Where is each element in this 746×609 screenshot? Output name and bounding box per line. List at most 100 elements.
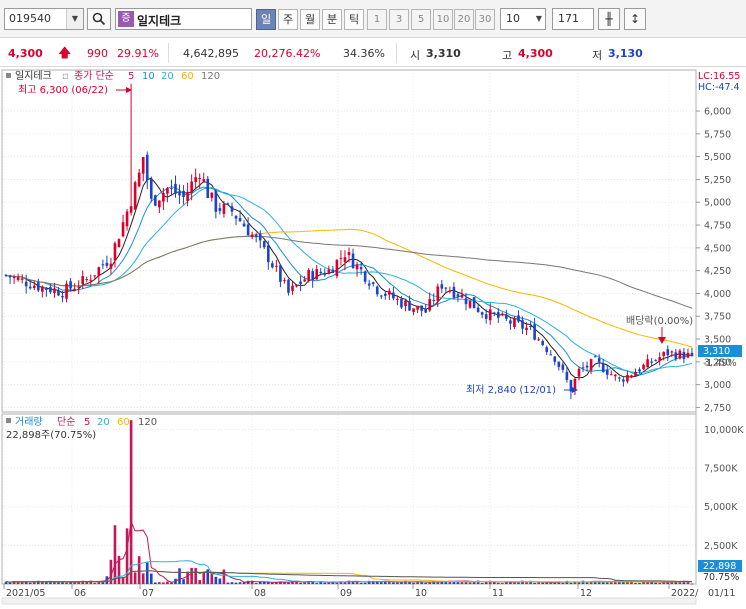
candle-body [238,218,242,222]
period-week-button[interactable]: 주 [278,9,298,30]
candle-body [525,327,528,331]
volume-bar [614,580,617,584]
volume-bar [266,582,270,584]
candle-body [581,367,585,369]
price-change-pct: 29.91% [117,47,159,60]
volume-bar [654,582,657,584]
stock-name-box[interactable]: 증 일지테크 [115,8,252,30]
candle-body [561,364,565,370]
volume-bar [250,580,254,584]
candle-body [36,282,40,291]
volume-y-tick: 2,500K [704,541,738,552]
interval-3-button[interactable]: 3 [389,9,409,30]
vol-ma20-legend: 20 [97,417,110,428]
candle-body [573,378,577,391]
current-pct-text: -1.49% [703,358,737,369]
volume-bar [226,582,230,584]
volume-bar [589,581,593,584]
interval-20-button[interactable]: 20 [454,9,474,30]
volume-bar [488,580,492,584]
candle-body [109,263,113,269]
candle-body [49,287,52,293]
candle-body [363,271,367,282]
low-label: 저 [592,49,603,62]
data-count-input[interactable]: 171 [552,8,594,30]
candle-body [468,300,472,308]
volume-bar [65,582,68,584]
volume-bar [166,581,169,584]
volume-bar [492,581,496,584]
volume-bar [609,581,613,584]
candle-body [646,359,649,368]
candle-body [186,191,189,201]
chart-svg[interactable]: 6,000 5,750 5,500 5,250 5,000 4,750 4,500 4,250… [0,68,746,606]
volume-bar [69,581,72,584]
period-month-button[interactable]: 월 [300,9,320,30]
candle-body [262,241,266,248]
volume-bar [85,581,89,584]
count-select[interactable]: 10 ▼ [500,8,546,30]
current-volume-text: 22,898주(70.75%) [6,430,96,441]
vertical-scale-button[interactable]: ↕ [624,8,646,30]
volume-bar [484,581,488,584]
chart-scrollbar[interactable] [1,597,697,605]
chevron-down-icon[interactable]: ▼ [66,9,83,29]
high-label: 고 [502,49,513,62]
volume-bar [444,581,448,584]
candle-body [287,279,290,293]
volume-bar [32,581,36,584]
volume-bar [319,581,323,584]
price-y-tick: 3,500 [704,335,731,346]
volume-bar [577,582,581,584]
candle-body [105,262,109,266]
volume-bar [561,583,565,584]
candle-body [404,300,407,307]
price-y-tick: 5,500 [704,152,731,163]
volume-bar [287,582,290,584]
volume-bar [428,582,432,584]
volume-bar [355,582,359,584]
price-y-tick: 5,250 [704,175,731,186]
stock-code-input[interactable]: 019540 [4,8,84,30]
volume-bar [4,581,8,584]
volume-bar [170,582,173,584]
data-count-value: 171 [558,12,579,25]
volume-bar [254,583,258,584]
candle-body [271,263,274,268]
candle-body [496,312,500,318]
interval-1-button[interactable]: 1 [367,9,387,30]
candle-body [650,361,653,363]
interval-5-button[interactable]: 5 [411,9,431,30]
candle-body [658,357,662,361]
volume-bar [605,582,609,584]
interval-10-button[interactable]: 10 [433,9,453,30]
candle-body [371,282,375,284]
stock-name: 일지테크 [137,14,182,28]
search-button[interactable] [87,8,111,30]
candle-body [283,280,286,282]
volume-bar [77,581,80,584]
volume-bar [537,582,540,584]
volume-bar [262,581,266,584]
candle-body [436,286,440,302]
volume-bar [327,582,331,584]
candle-body [275,265,278,267]
period-minute-button[interactable]: 분 [322,9,342,30]
volume-bar [597,581,601,584]
candle-type-button[interactable]: ╫ [598,8,620,30]
candle-body [432,299,436,301]
volume-bar [154,582,157,584]
candle-body [266,245,270,263]
volume-bar [101,580,105,584]
volume-bar [412,582,415,584]
stock-chart[interactable]: 6,000 5,750 5,500 5,250 5,000 4,750 4,500 4,250… [0,68,746,606]
candle-body [166,188,169,194]
candle-body [331,269,335,273]
interval-30-button[interactable]: 30 [475,9,495,30]
x-axis-label: 12 [580,588,592,599]
candle-body [464,298,468,305]
volume-bar [186,571,189,584]
period-tick-button[interactable]: 틱 [344,9,364,30]
period-day-button[interactable]: 일 [256,9,276,30]
low-note: 최저 2,840 (12/01) [466,384,556,396]
